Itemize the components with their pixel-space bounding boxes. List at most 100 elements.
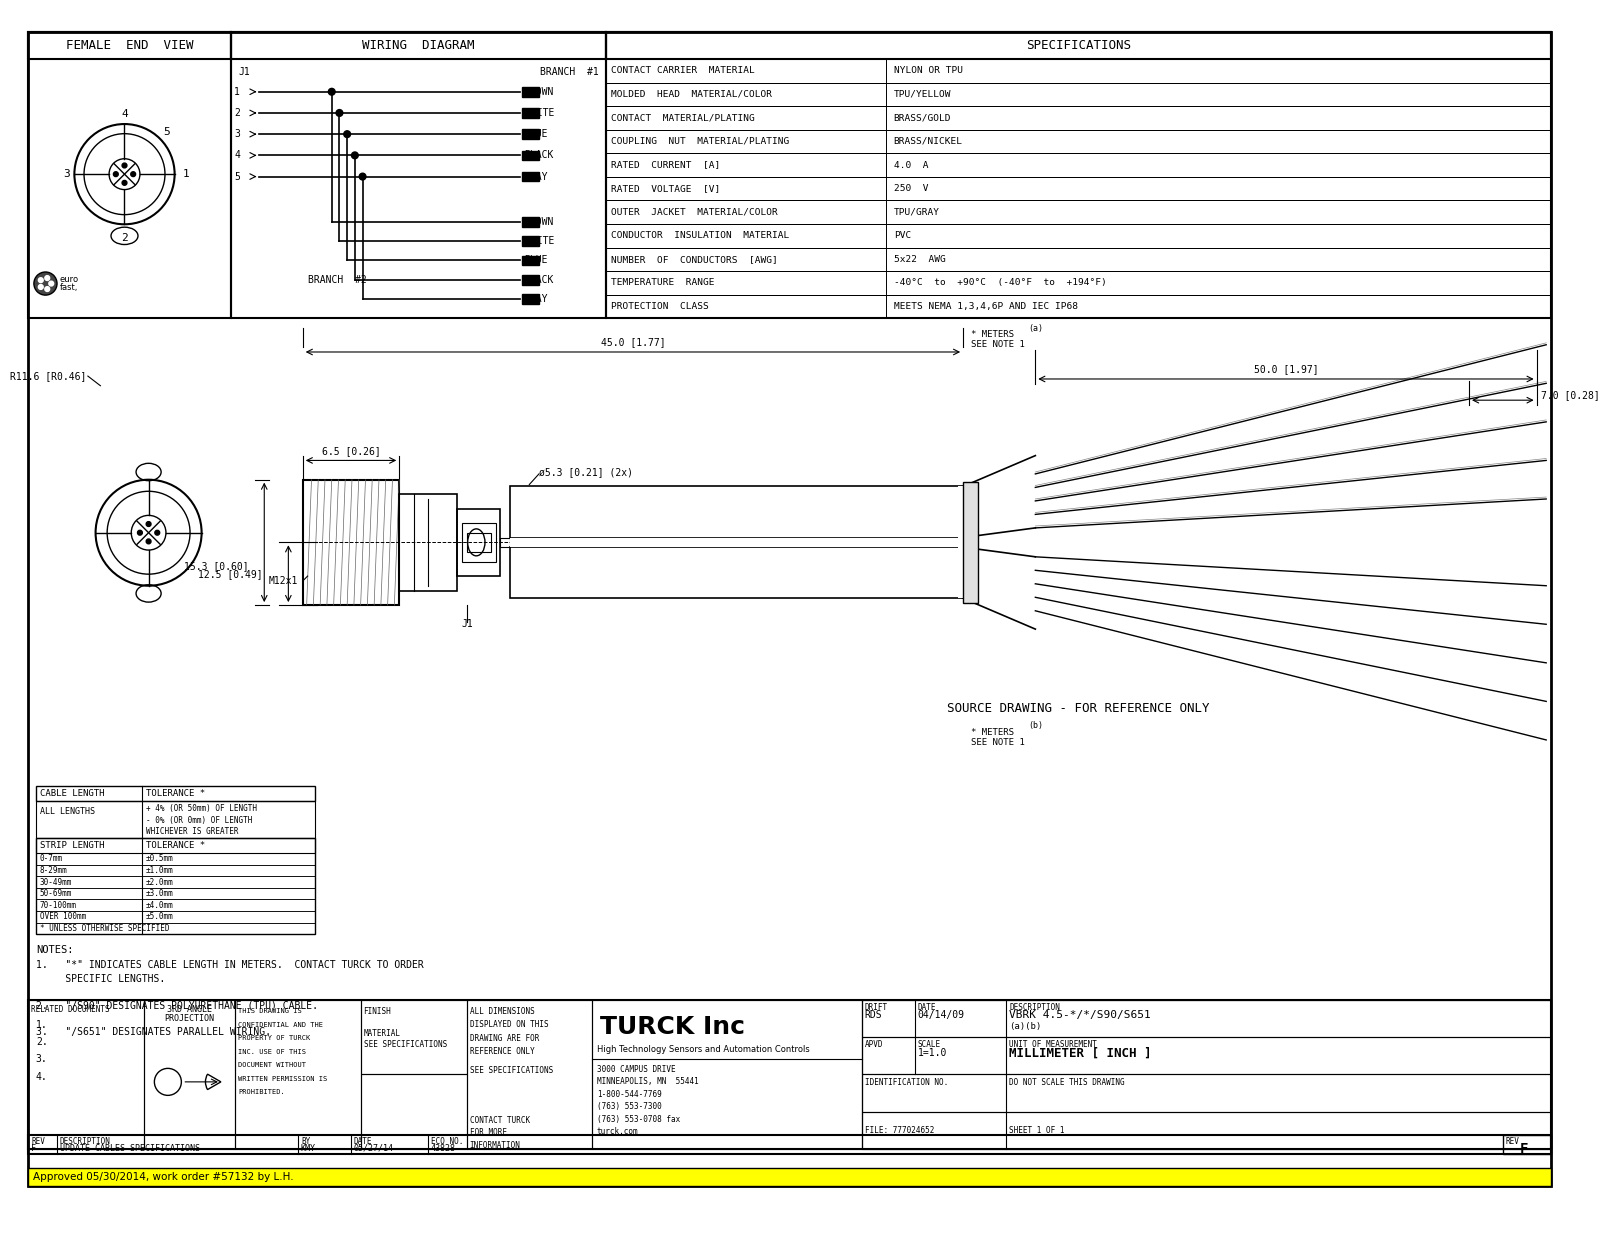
- Bar: [606, 59, 1550, 83]
- Text: 8-29mm: 8-29mm: [40, 866, 67, 875]
- Circle shape: [131, 172, 136, 177]
- Bar: [606, 83, 1550, 106]
- Text: 3.: 3.: [35, 1054, 48, 1065]
- Text: WHITE: WHITE: [525, 236, 554, 246]
- Text: TPU/GRAY: TPU/GRAY: [894, 208, 939, 216]
- Text: 45.0 [1.77]: 45.0 [1.77]: [600, 338, 666, 348]
- Text: BY: BY: [301, 1137, 310, 1145]
- Text: (a)(b): (a)(b): [1010, 1022, 1042, 1030]
- Bar: [35, 837, 315, 854]
- Text: euro: euro: [59, 275, 78, 285]
- Text: BLUE: BLUE: [525, 255, 549, 266]
- Circle shape: [146, 539, 150, 544]
- Text: RELATED DOCUMENTS: RELATED DOCUMENTS: [30, 1004, 110, 1014]
- Bar: [35, 899, 315, 910]
- Text: SPECIFICATIONS: SPECIFICATIONS: [1026, 40, 1131, 52]
- Circle shape: [45, 276, 50, 281]
- Text: ø5.3 [0.21] (2x): ø5.3 [0.21] (2x): [539, 468, 634, 477]
- Text: ±5.0mm: ±5.0mm: [146, 913, 173, 922]
- Circle shape: [50, 281, 54, 286]
- Text: TOLERANCE *: TOLERANCE *: [146, 789, 205, 798]
- Text: 4: 4: [234, 151, 240, 161]
- Circle shape: [352, 152, 358, 158]
- Bar: [522, 130, 539, 139]
- Text: FEMALE  END  VIEW: FEMALE END VIEW: [66, 40, 194, 52]
- Bar: [862, 1112, 1550, 1149]
- Text: ALL LENGTHS: ALL LENGTHS: [40, 808, 94, 816]
- Bar: [963, 481, 978, 604]
- Text: NYLON OR TPU: NYLON OR TPU: [894, 67, 963, 75]
- Circle shape: [114, 172, 118, 177]
- Text: 30-49mm: 30-49mm: [40, 877, 72, 887]
- Text: SEE SPECIFICATIONS: SEE SPECIFICATIONS: [363, 1040, 446, 1049]
- Text: WRITTEN PERMISSION IS: WRITTEN PERMISSION IS: [238, 1076, 328, 1081]
- Text: 4: 4: [122, 109, 128, 120]
- Text: 0-7mm: 0-7mm: [40, 855, 62, 863]
- Text: KMY: KMY: [301, 1144, 315, 1153]
- Bar: [35, 785, 315, 802]
- Text: GRAY: GRAY: [525, 294, 549, 304]
- Bar: [29, 32, 230, 318]
- Text: 1: 1: [182, 169, 189, 179]
- Bar: [35, 854, 315, 865]
- Text: 1-800-544-7769: 1-800-544-7769: [597, 1090, 661, 1098]
- Text: 2.   "/S90" DESIGNATES POLYURETHANE (TPU) CABLE.: 2. "/S90" DESIGNATES POLYURETHANE (TPU) …: [35, 1001, 318, 1011]
- Bar: [35, 910, 315, 923]
- Bar: [862, 999, 1550, 1037]
- Text: MILLIMETER [ INCH ]: MILLIMETER [ INCH ]: [1010, 1047, 1152, 1059]
- Bar: [29, 1169, 1550, 1186]
- Text: M12x1: M12x1: [269, 576, 298, 586]
- Bar: [958, 486, 968, 599]
- Bar: [606, 247, 1550, 271]
- Text: 43828: 43828: [430, 1144, 456, 1153]
- Text: SEE NOTE 1: SEE NOTE 1: [971, 340, 1024, 349]
- Circle shape: [344, 131, 350, 137]
- Bar: [467, 999, 592, 1149]
- Text: High Technology Sensors and Automation Controls: High Technology Sensors and Automation C…: [597, 1045, 810, 1054]
- Circle shape: [336, 110, 342, 116]
- Text: 7.0 [0.28]: 7.0 [0.28]: [1541, 391, 1600, 401]
- Text: RATED  VOLTAGE  [V]: RATED VOLTAGE [V]: [611, 184, 720, 193]
- Text: APVD: APVD: [864, 1040, 883, 1049]
- Text: (763) 553-0708 fax: (763) 553-0708 fax: [597, 1115, 680, 1123]
- Text: BLUE: BLUE: [525, 129, 549, 139]
- Text: J1: J1: [238, 68, 250, 78]
- Bar: [522, 275, 539, 285]
- Bar: [35, 802, 315, 837]
- Text: BRASS/NICKEL: BRASS/NICKEL: [894, 137, 963, 146]
- Text: DATE: DATE: [354, 1137, 373, 1145]
- Bar: [606, 177, 1550, 200]
- Bar: [522, 172, 539, 182]
- Bar: [522, 216, 539, 226]
- Text: - 0% (OR 0mm) OF LENGTH: - 0% (OR 0mm) OF LENGTH: [146, 816, 253, 825]
- Text: 3RD ANGLE: 3RD ANGLE: [166, 1004, 213, 1014]
- Bar: [606, 271, 1550, 294]
- Text: OVER 100mm: OVER 100mm: [40, 913, 86, 922]
- Text: R11.6 [R0.46]: R11.6 [R0.46]: [10, 371, 86, 381]
- Text: 5x22  AWG: 5x22 AWG: [894, 255, 946, 263]
- Text: 05/27/14: 05/27/14: [354, 1144, 394, 1153]
- Text: 15.3 [0.60]: 15.3 [0.60]: [184, 562, 248, 571]
- Text: 6.5 [0.26]: 6.5 [0.26]: [322, 445, 381, 455]
- Circle shape: [328, 88, 334, 95]
- Bar: [522, 108, 539, 118]
- Text: DO NOT SCALE THIS DRAWING: DO NOT SCALE THIS DRAWING: [1010, 1077, 1125, 1086]
- Circle shape: [155, 531, 160, 536]
- Text: MOLDED  HEAD  MATERIAL/COLOR: MOLDED HEAD MATERIAL/COLOR: [611, 90, 773, 99]
- Bar: [360, 1075, 467, 1149]
- Text: PROTECTION  CLASS: PROTECTION CLASS: [611, 302, 709, 310]
- Bar: [522, 256, 539, 265]
- Text: COUPLING  NUT  MATERIAL/PLATING: COUPLING NUT MATERIAL/PLATING: [611, 137, 789, 146]
- Text: CONDUCTOR  INSULATION  MATERIAL: CONDUCTOR INSULATION MATERIAL: [611, 231, 789, 240]
- Text: 2: 2: [122, 233, 128, 242]
- Text: 1=1.0: 1=1.0: [918, 1048, 947, 1058]
- Circle shape: [358, 173, 366, 179]
- Text: F: F: [30, 1144, 37, 1153]
- Circle shape: [38, 285, 43, 289]
- Text: WIRING  DIAGRAM: WIRING DIAGRAM: [362, 40, 475, 52]
- Bar: [606, 106, 1550, 130]
- Text: SEE SPECIFICATIONS: SEE SPECIFICATIONS: [469, 1066, 554, 1075]
- Bar: [467, 533, 491, 552]
- Text: (763) 553-7300: (763) 553-7300: [597, 1102, 661, 1111]
- Circle shape: [34, 272, 58, 296]
